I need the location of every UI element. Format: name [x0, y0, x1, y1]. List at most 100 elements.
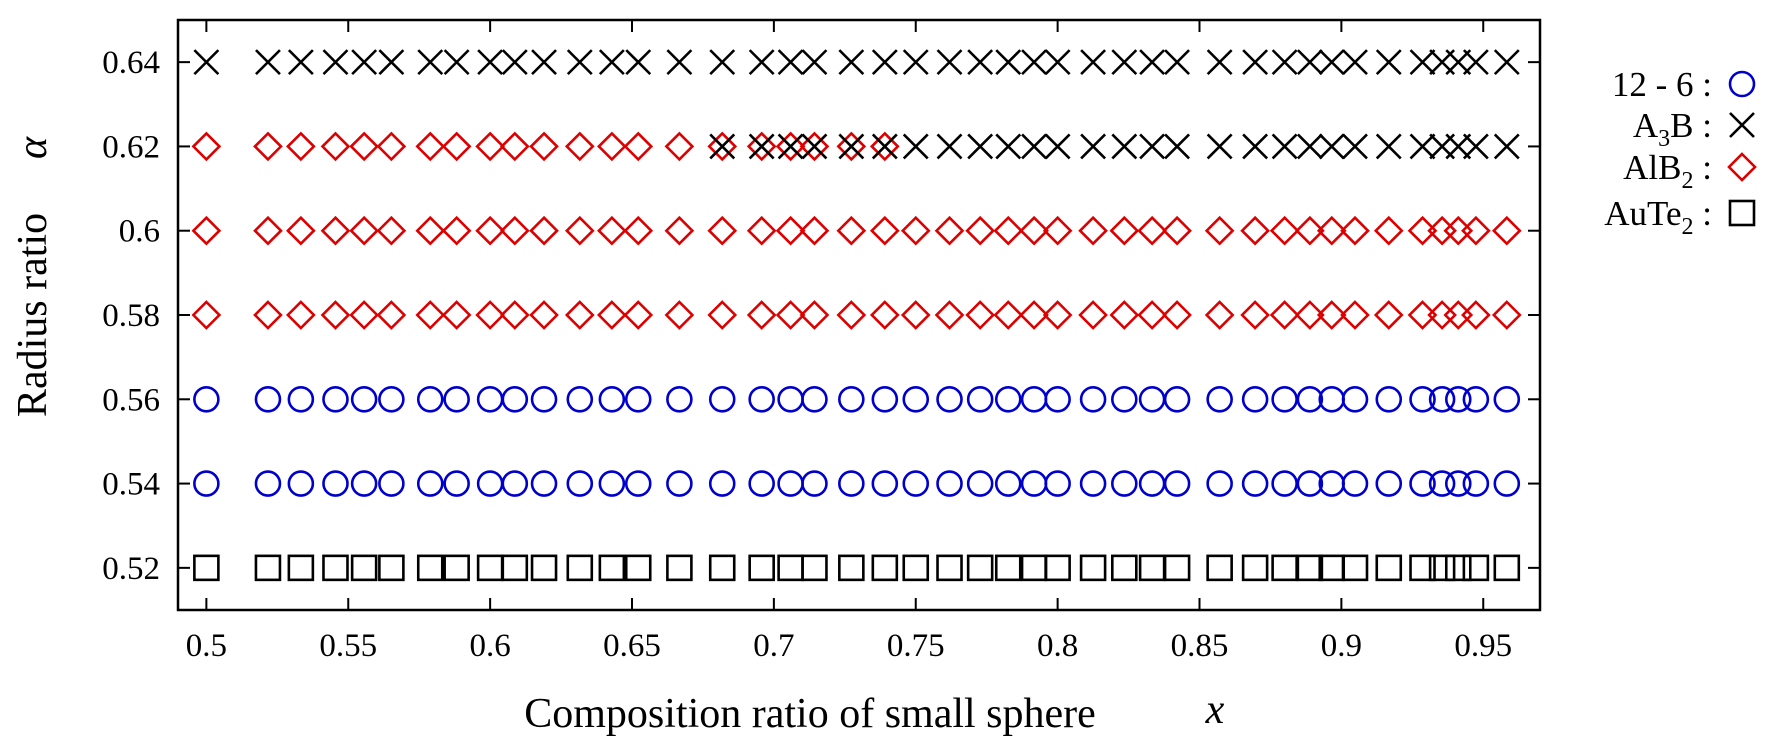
- data-point: [501, 49, 528, 76]
- data-marks: [191, 49, 1522, 582]
- data-point: [709, 133, 736, 160]
- data-point: [350, 554, 378, 582]
- data-point: [1375, 554, 1403, 582]
- data-point: [443, 49, 470, 76]
- data-point: [799, 215, 830, 246]
- data-point: [1443, 300, 1474, 330]
- data-point: [1162, 300, 1192, 330]
- data-point: [476, 385, 504, 413]
- data-point: [598, 554, 626, 582]
- data-point: [1111, 385, 1138, 413]
- data-point: [376, 215, 407, 246]
- legend-label: 12 - 6 :: [1612, 65, 1712, 104]
- data-point: [1241, 554, 1269, 582]
- data-point: [1163, 470, 1191, 497]
- data-point: [777, 133, 804, 160]
- x-tick-label: 0.5: [186, 628, 227, 664]
- data-point: [1296, 133, 1323, 160]
- data-point: [1375, 470, 1403, 497]
- data-point: [441, 215, 472, 246]
- data-point: [1138, 470, 1166, 497]
- plot-frame: [176, 18, 1542, 612]
- data-point: [799, 131, 830, 162]
- data-point: [1407, 215, 1438, 246]
- data-point: [1242, 133, 1269, 160]
- data-point: [1271, 470, 1298, 497]
- data-point: [777, 470, 804, 497]
- legend-marker: [1728, 199, 1756, 227]
- data-point: [254, 470, 282, 497]
- data-point: [936, 133, 963, 160]
- legend-item: AuTe2 :: [1604, 194, 1756, 240]
- data-point: [1427, 300, 1457, 330]
- data-point: [1111, 470, 1138, 497]
- data-point: [1341, 470, 1369, 497]
- data-point: [378, 49, 405, 76]
- axis-ticks: [178, 20, 1540, 610]
- data-point: [799, 300, 830, 330]
- data-point: [287, 554, 315, 582]
- data-point: [1164, 49, 1190, 76]
- data-point: [1139, 49, 1166, 76]
- data-point: [1342, 49, 1368, 76]
- data-point: [936, 49, 963, 76]
- data-point: [1295, 215, 1325, 246]
- data-point: [1493, 385, 1521, 413]
- data-point: [476, 554, 504, 582]
- data-point: [191, 215, 222, 246]
- data-point: [1206, 470, 1233, 497]
- data-point: [1318, 133, 1345, 160]
- data-point: [1428, 470, 1456, 497]
- data-point: [707, 300, 738, 330]
- data-point: [902, 385, 930, 413]
- legend-marker: [1728, 70, 1756, 98]
- y-tick-label: 0.64: [102, 45, 160, 81]
- data-point: [443, 554, 470, 582]
- data-point: [1164, 133, 1190, 160]
- data-point: [836, 215, 867, 246]
- data-point: [871, 470, 899, 497]
- data-point: [1206, 554, 1233, 582]
- data-point: [1241, 385, 1269, 413]
- data-point: [801, 385, 828, 413]
- data-point: [1162, 215, 1192, 246]
- data-point: [775, 131, 806, 162]
- data-point: [1295, 300, 1325, 330]
- data-point: [838, 133, 865, 160]
- data-point: [624, 470, 652, 497]
- y-tick-label: 0.62: [102, 129, 160, 165]
- data-point: [1240, 215, 1270, 246]
- data-point: [254, 554, 282, 582]
- data-point: [351, 49, 378, 76]
- data-point: [666, 385, 693, 413]
- legend-label: A3B :: [1633, 106, 1712, 152]
- data-point: [1137, 300, 1167, 330]
- data-point: [1271, 133, 1298, 160]
- data-point: [322, 385, 349, 413]
- data-point: [349, 300, 379, 330]
- y-tick-label: 0.56: [102, 382, 160, 418]
- data-point: [775, 215, 806, 246]
- x-tick-label: 0.8: [1037, 628, 1078, 664]
- data-point: [501, 554, 529, 582]
- data-point: [415, 131, 446, 162]
- data-point: [966, 385, 994, 413]
- data-point: [350, 470, 378, 497]
- data-point: [801, 49, 828, 76]
- data-point: [1079, 470, 1107, 497]
- data-point: [1444, 470, 1472, 497]
- data-point: [1269, 300, 1300, 330]
- data-point: [902, 470, 930, 497]
- data-point: [748, 470, 775, 497]
- x-axis-symbol: x: [1205, 687, 1225, 733]
- data-point: [838, 554, 865, 582]
- data-point: [1428, 385, 1456, 413]
- legend-label: AuTe2 :: [1604, 194, 1712, 240]
- data-point: [1044, 554, 1071, 582]
- data-point: [443, 385, 470, 413]
- data-point: [1044, 49, 1071, 76]
- data-point: [746, 131, 777, 162]
- data-point: [441, 131, 472, 162]
- data-point: [193, 554, 220, 582]
